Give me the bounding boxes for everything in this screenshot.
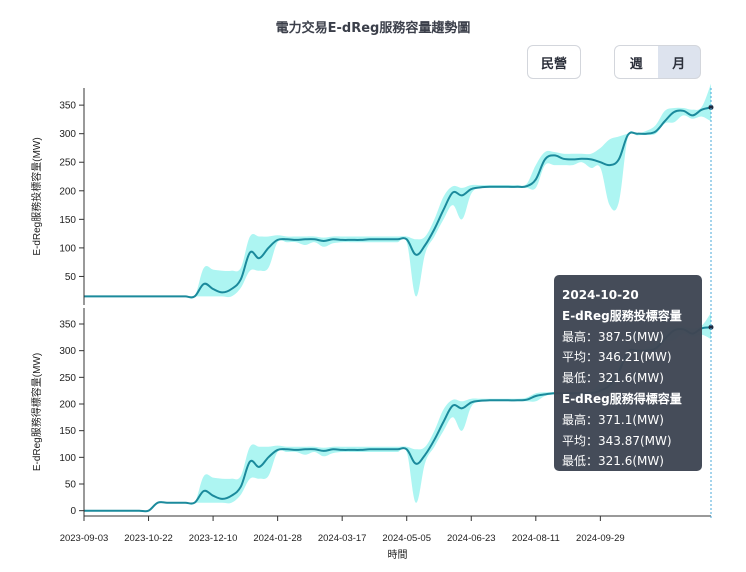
hover-point-bid <box>708 104 714 110</box>
x-tick-label: 2024-08-11 <box>512 533 560 544</box>
range-band-bid <box>84 83 711 299</box>
x-tick-label: 2023-12-10 <box>189 533 238 544</box>
y-axis-label-award: E-dReg服務得標容量(MW) <box>30 353 43 471</box>
tooltip-line: 最低：321.6(MW) <box>562 454 664 469</box>
x-tick-label: 2024-09-29 <box>576 533 625 544</box>
y-tick-label: 200 <box>59 186 76 197</box>
month-button[interactable]: 月 <box>672 56 686 72</box>
x-tick-label: 2024-03-17 <box>318 533 367 544</box>
x-tick-label: 2024-06-23 <box>447 533 496 544</box>
tooltip-date: 2024-10-20 <box>562 288 639 302</box>
y-tick-label: 50 <box>65 480 77 491</box>
y-tick-label: 50 <box>65 272 77 283</box>
tooltip-line: 平均：346.21(MW) <box>562 350 672 365</box>
x-axis-label: 時間 <box>388 549 408 561</box>
period-toggle: 週 月 <box>614 45 701 79</box>
y-tick-label: 150 <box>59 426 76 437</box>
y-tick-label: 0 <box>70 506 76 517</box>
hover-point-award <box>708 324 714 330</box>
x-tick-label: 2024-05-05 <box>382 533 431 544</box>
tooltip-line: 最低：321.6(MW) <box>562 371 664 386</box>
y-tick-label: 100 <box>59 243 76 254</box>
tooltip: 2024-10-20 E-dReg服務投標容量 最高：387.5(MW) 平均：… <box>554 275 702 471</box>
y-tick-label: 100 <box>59 453 76 464</box>
tooltip-line: 平均：343.87(MW) <box>562 433 672 448</box>
tooltip-line: 最高：387.5(MW) <box>562 329 664 344</box>
y-axis-label-bid: E-dReg服務投標容量(MW) <box>30 137 43 255</box>
y-tick-label: 250 <box>59 158 76 169</box>
average-line-bid <box>84 106 712 299</box>
tooltip-section-title: E-dReg服務得標容量 <box>562 391 682 406</box>
x-tick-label: 2023-09-03 <box>60 533 109 544</box>
week-button[interactable]: 週 <box>615 46 658 78</box>
y-tick-label: 300 <box>59 129 76 140</box>
tooltip-line: 最高：371.1(MW) <box>562 412 664 427</box>
chart-panel-bid: 50 100 150 200 250 300 350 E-dReg服務投標容量(MW) <box>30 83 714 305</box>
y-tick-label: 200 <box>59 400 76 411</box>
tooltip-section-title: E-dReg服務投標容量 <box>562 308 682 323</box>
x-tick-label: 2024-01-28 <box>253 533 302 544</box>
y-tick-label: 150 <box>59 215 76 226</box>
y-tick-label: 300 <box>59 346 76 357</box>
sector-button[interactable]: 民營 <box>527 45 581 79</box>
y-tick-label: 350 <box>59 101 76 112</box>
x-tick-label: 2023-10-22 <box>124 533 173 544</box>
chart-title: 電力交易E-dReg服務容量趨勢圖 <box>275 21 471 36</box>
y-tick-label: 350 <box>59 320 76 331</box>
y-tick-label: 250 <box>59 373 76 384</box>
